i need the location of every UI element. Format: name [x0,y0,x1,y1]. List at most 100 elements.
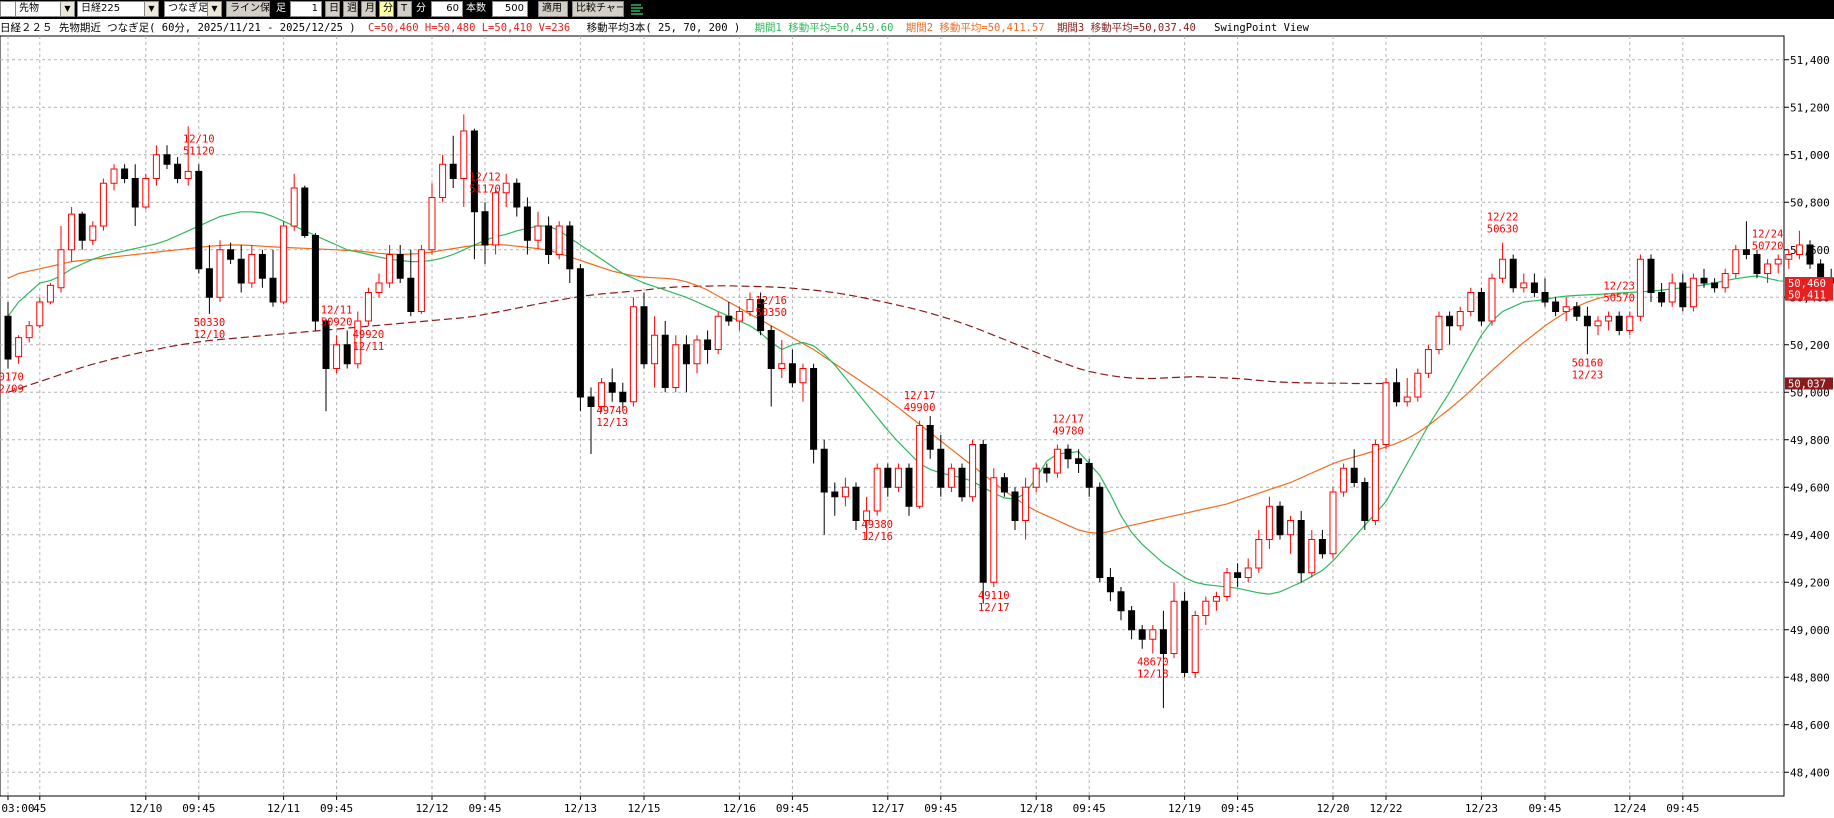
candle-down [1361,477,1369,530]
y-tick-label: 48,600 [1790,719,1830,732]
candle-down [4,302,12,369]
swing-label: 12/17 [1052,414,1084,426]
candle-body [449,163,457,179]
swing-label: 12/16 [861,531,893,543]
compare-chart-button[interactable]: 比較チャート [572,1,624,17]
candle-body [1202,600,1210,616]
candle-body [417,249,425,312]
week-button[interactable]: 週 [343,1,358,17]
candle-body [407,277,415,312]
candle-body [523,206,531,241]
candle-down [301,185,309,238]
swing-label: 49900 [904,402,936,414]
candle-down [1106,568,1114,602]
candle-body [852,486,860,521]
candle-up [1149,625,1157,654]
candle-up [841,477,849,507]
candle-up [15,335,23,364]
candle-down [1552,297,1560,317]
candle-body [640,306,648,365]
candle-up [375,273,383,298]
candle-down [1011,487,1019,530]
candle-down [1297,511,1305,583]
candle-body [237,258,245,284]
candle-down [587,387,595,454]
info-bar: 日経２２５ 先物期近 つなぎ足( 60分, 2025/11/21 - 2025/… [0,21,1309,35]
candle-up [152,145,160,186]
candle-body [1075,458,1083,464]
candle-down [640,292,648,369]
candle-body [258,254,266,279]
candle-up [598,378,606,412]
swing-label: 12/11 [321,304,353,316]
swing-label: 12/16 [755,295,787,307]
candle-down [725,302,733,326]
save-line-button[interactable]: ライン保存 [226,1,270,17]
tick-button[interactable]: T [397,1,412,17]
swing-label: 49920 [353,329,385,341]
x-tick-label: 09:45 [468,802,501,815]
candle-body [1499,258,1507,279]
candle-body [905,467,913,507]
chevron-down-icon: ▼ [60,2,74,16]
swing-label: 50160 [1572,357,1604,369]
candle-down [470,128,478,260]
candle-body [1276,505,1284,536]
candle-body [1170,600,1178,654]
candle-body [386,254,394,284]
candle-up [184,126,192,186]
count-input[interactable]: 500 [492,1,528,17]
series-select[interactable]: つなぎ足 ▼ [164,1,222,17]
apply-button[interactable]: 適用 [538,1,568,17]
candle-up [1265,496,1273,549]
swing-label: 12/12 [469,171,501,183]
candle-body [1064,448,1072,460]
minute-input[interactable]: 60 [431,1,463,17]
candle-body [735,311,743,322]
candle-body [1753,254,1761,274]
indicator-icon[interactable] [630,2,644,16]
candle-up [1308,530,1316,578]
swing-label: 50920 [321,316,353,328]
candle-body [1424,349,1432,374]
candle-down [545,216,553,264]
x-tick-label: 12/20 [1316,802,1349,815]
minute-button[interactable]: 分 [379,1,394,17]
candle-up [1785,249,1793,269]
market-select[interactable]: 先物 ▼ [15,1,75,17]
candle-body [25,325,33,339]
candle-down [757,292,765,336]
ma-settings: 移動平均3本( 25, 70, 200 ) [586,22,741,34]
bar-input[interactable]: 1 [290,1,322,17]
candle-body [78,213,86,241]
candle-body [746,299,754,312]
swing-label: 12/22 [1487,212,1519,224]
month-button[interactable]: 月 [361,1,376,17]
day-button[interactable]: 日 [325,1,340,17]
candle-body [492,192,500,246]
y-tick-label: 49,800 [1790,434,1830,447]
ma3-line [7,285,1386,393]
swing-label: 12/23 [1603,281,1635,293]
candle-body [1255,539,1263,569]
candle-body [1583,315,1591,327]
candle-up [1170,582,1178,659]
candle-body [174,163,182,179]
x-tick-label: 09:45 [1073,802,1106,815]
candle-body [57,249,65,289]
candle-down [661,321,669,393]
y-tick-label: 49,400 [1790,529,1830,542]
candle-body [629,306,637,403]
candle-body [502,182,510,194]
candle-body [1509,258,1517,289]
candle-body [1000,477,1008,493]
candle-body [545,225,553,255]
candle-down [396,245,404,283]
candle-up [68,207,76,262]
symbol-select[interactable]: 日経225 ▼ [77,1,159,17]
candle-body [1732,249,1740,274]
candle-body [1308,539,1316,574]
candle-body [820,448,828,493]
chevron-down-icon: ▼ [207,2,221,16]
